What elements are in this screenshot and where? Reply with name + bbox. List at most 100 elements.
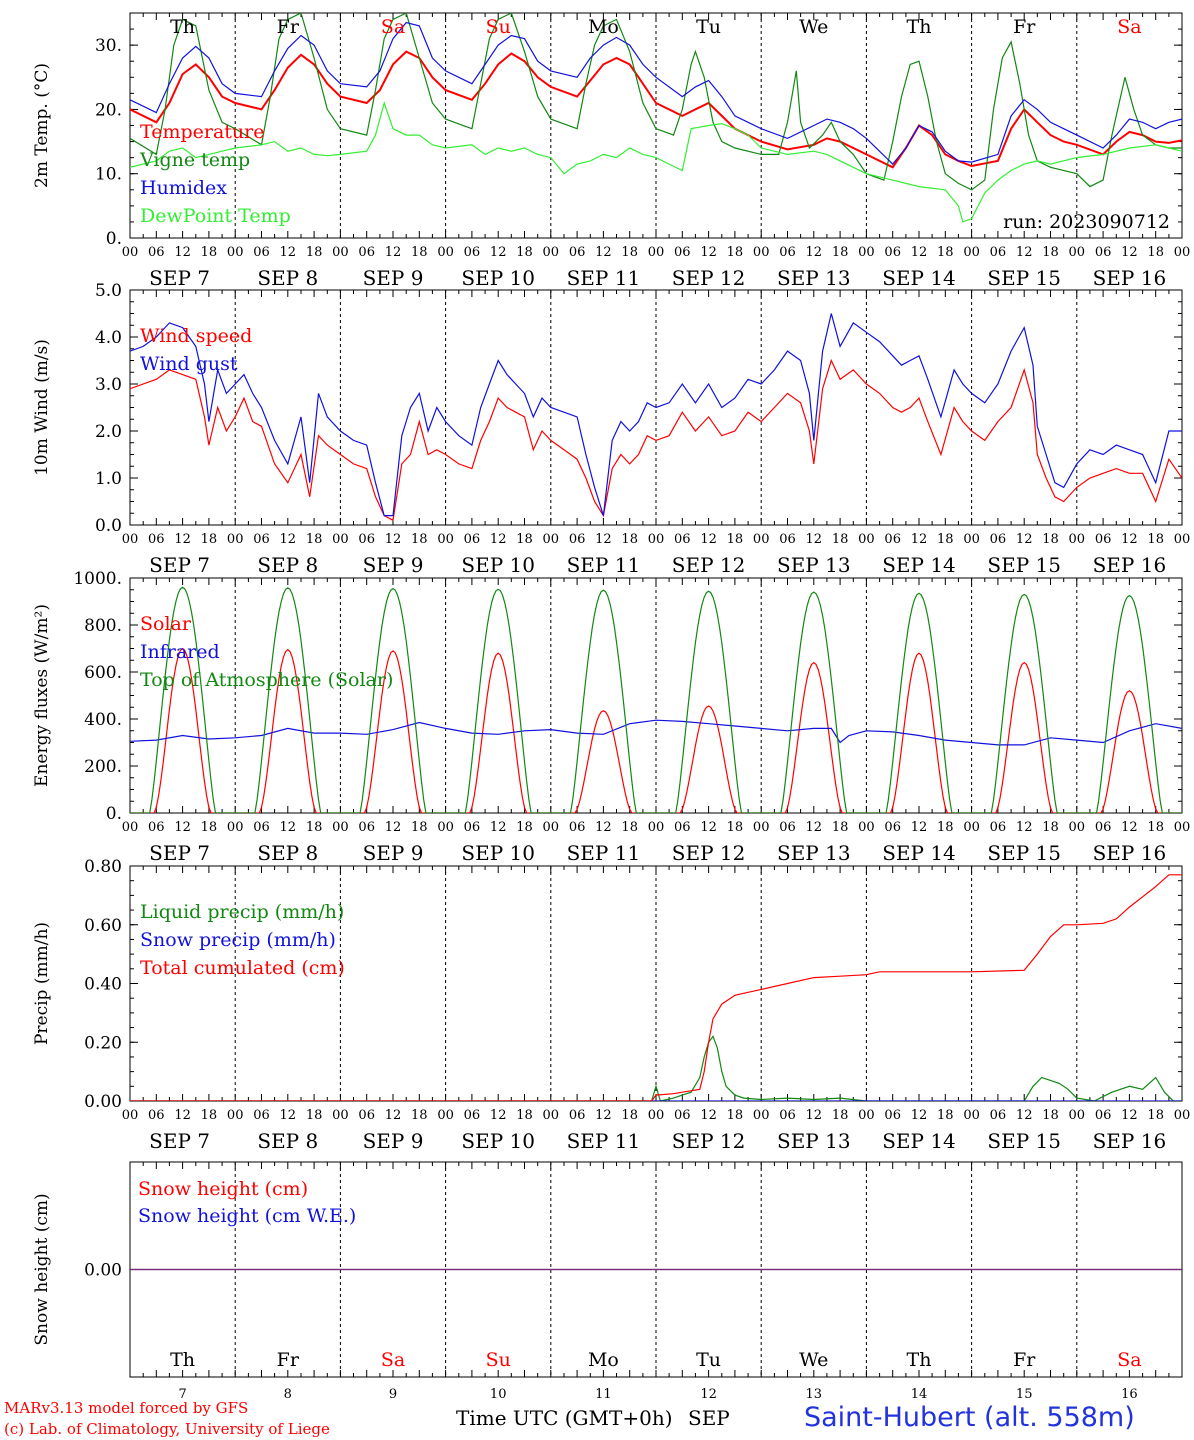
hour-label: 06 xyxy=(1095,532,1112,547)
weekday-label: Mo xyxy=(588,1349,619,1371)
hour-label: 18 xyxy=(1042,1108,1059,1123)
legend-entry: Solar xyxy=(140,613,192,635)
hour-label: 00 xyxy=(122,245,139,260)
day-number: 8 xyxy=(284,1387,292,1402)
weekday-label: Sa xyxy=(381,1349,405,1371)
hour-label: 06 xyxy=(358,532,375,547)
hour-label: 06 xyxy=(884,245,901,260)
panel-4: 0.00 0.20 0.40 0.60 0.80 Precip (mm/h) Liquid … xyxy=(32,857,1190,1153)
hour-label: 12 xyxy=(1121,1108,1138,1123)
series-line xyxy=(130,21,1182,165)
series-line xyxy=(130,358,1182,522)
hour-label: 18 xyxy=(516,245,533,260)
model-credit: MARv3.13 model forced by GFS xyxy=(4,1399,249,1417)
weekday-label: We xyxy=(799,16,828,38)
hour-label: 12 xyxy=(806,245,823,260)
y-tick-label: 3.0 xyxy=(95,375,122,395)
series-line xyxy=(130,719,1182,746)
hour-label: 06 xyxy=(253,245,270,260)
hour-label: 18 xyxy=(306,245,323,260)
date-label: SEP 9 xyxy=(363,553,424,577)
y-tick-label: 30. xyxy=(95,36,122,56)
hour-label: 12 xyxy=(595,1108,612,1123)
y-axis-label: Precip (mm/h) xyxy=(32,922,52,1045)
hour-label: 18 xyxy=(411,820,428,835)
hour-label: 18 xyxy=(621,1108,638,1123)
legend-entry: Top of Atmosphere (Solar) xyxy=(140,669,393,691)
date-label: SEP 13 xyxy=(777,266,851,290)
y-tick-label: 0. xyxy=(106,229,122,249)
series-line xyxy=(130,586,1182,813)
panel-2: 0.0 1.0 2.0 3.0 4.0 5.0 10m Wind (m/s) Wind spe… xyxy=(32,281,1190,577)
hour-label: 00 xyxy=(648,1108,665,1123)
hour-label: 18 xyxy=(1147,820,1164,835)
run-label: run: 2023090712 xyxy=(1003,211,1170,233)
y-tick-label: 0. xyxy=(106,804,122,824)
hour-label: 12 xyxy=(1121,245,1138,260)
date-label: SEP 15 xyxy=(987,553,1061,577)
date-label: SEP 9 xyxy=(363,266,424,290)
hour-label: 18 xyxy=(937,245,954,260)
hour-label: 12 xyxy=(385,820,402,835)
date-label: SEP 12 xyxy=(672,841,746,865)
legend-entry: Infrared xyxy=(140,641,220,663)
hour-label: 12 xyxy=(385,245,402,260)
date-label: SEP 7 xyxy=(149,266,210,290)
legend-entry: Liquid precip (mm/h) xyxy=(140,901,344,923)
hour-label: 00 xyxy=(858,532,875,547)
date-label: SEP 10 xyxy=(461,1129,535,1153)
hour-label: 06 xyxy=(674,820,691,835)
hour-label: 18 xyxy=(411,1108,428,1123)
hour-label: 00 xyxy=(543,820,560,835)
hour-label: 00 xyxy=(122,820,139,835)
hour-label: 00 xyxy=(1174,820,1191,835)
hour-ticks xyxy=(129,1162,1183,1377)
hour-label: 06 xyxy=(253,1108,270,1123)
date-label: SEP 12 xyxy=(672,553,746,577)
hour-label: 12 xyxy=(174,245,191,260)
day-number: 16 xyxy=(1121,1387,1138,1402)
hour-label: 12 xyxy=(490,532,507,547)
date-label: SEP 10 xyxy=(461,553,535,577)
hour-label: 18 xyxy=(1042,532,1059,547)
hour-label: 06 xyxy=(990,532,1007,547)
hour-label: 06 xyxy=(990,1108,1007,1123)
hour-label: 12 xyxy=(385,532,402,547)
hour-label: 18 xyxy=(832,820,849,835)
day-number: 9 xyxy=(389,1387,397,1402)
y-axis-label: 10m Wind (m/s) xyxy=(32,339,52,476)
hour-label: 06 xyxy=(464,1108,481,1123)
weekday-label: Su xyxy=(486,1349,511,1371)
panel-5: 0.00 Snow height (cm) Snow height (cm) Snow… xyxy=(32,1161,1183,1402)
date-label: SEP 9 xyxy=(363,1129,424,1153)
hour-label: 00 xyxy=(332,245,349,260)
date-label: SEP 11 xyxy=(567,1129,641,1153)
hour-ticks xyxy=(129,13,1183,238)
legend-entry: Snow precip (mm/h) xyxy=(140,929,336,951)
hour-label: 00 xyxy=(1174,245,1191,260)
weekday-label: Fr xyxy=(277,1349,300,1371)
weekday-label: Sa xyxy=(1117,16,1141,38)
hour-label: 00 xyxy=(437,245,454,260)
legend-entry: DewPoint Temp xyxy=(140,205,291,227)
y-axis-label: 2m Temp. (°C) xyxy=(32,63,52,188)
series-line xyxy=(130,100,1182,223)
hour-label: 00 xyxy=(437,1108,454,1123)
hour-label: 12 xyxy=(174,1108,191,1123)
hour-label: 06 xyxy=(464,820,481,835)
hour-label: 12 xyxy=(174,820,191,835)
hour-label: 06 xyxy=(674,1108,691,1123)
hour-label: 00 xyxy=(1069,245,1086,260)
date-label: SEP 8 xyxy=(257,553,318,577)
hour-label: 06 xyxy=(1095,1108,1112,1123)
hour-label: 06 xyxy=(569,820,586,835)
hour-label: 00 xyxy=(332,1108,349,1123)
weekday-label: Tu xyxy=(696,1349,721,1371)
hour-label: 18 xyxy=(516,532,533,547)
legend-entry: Humidex xyxy=(140,177,227,199)
hour-label: 12 xyxy=(280,1108,297,1123)
hour-label: 06 xyxy=(148,532,165,547)
date-label: SEP 7 xyxy=(149,553,210,577)
hour-label: 12 xyxy=(280,532,297,547)
series-line xyxy=(130,313,1182,517)
